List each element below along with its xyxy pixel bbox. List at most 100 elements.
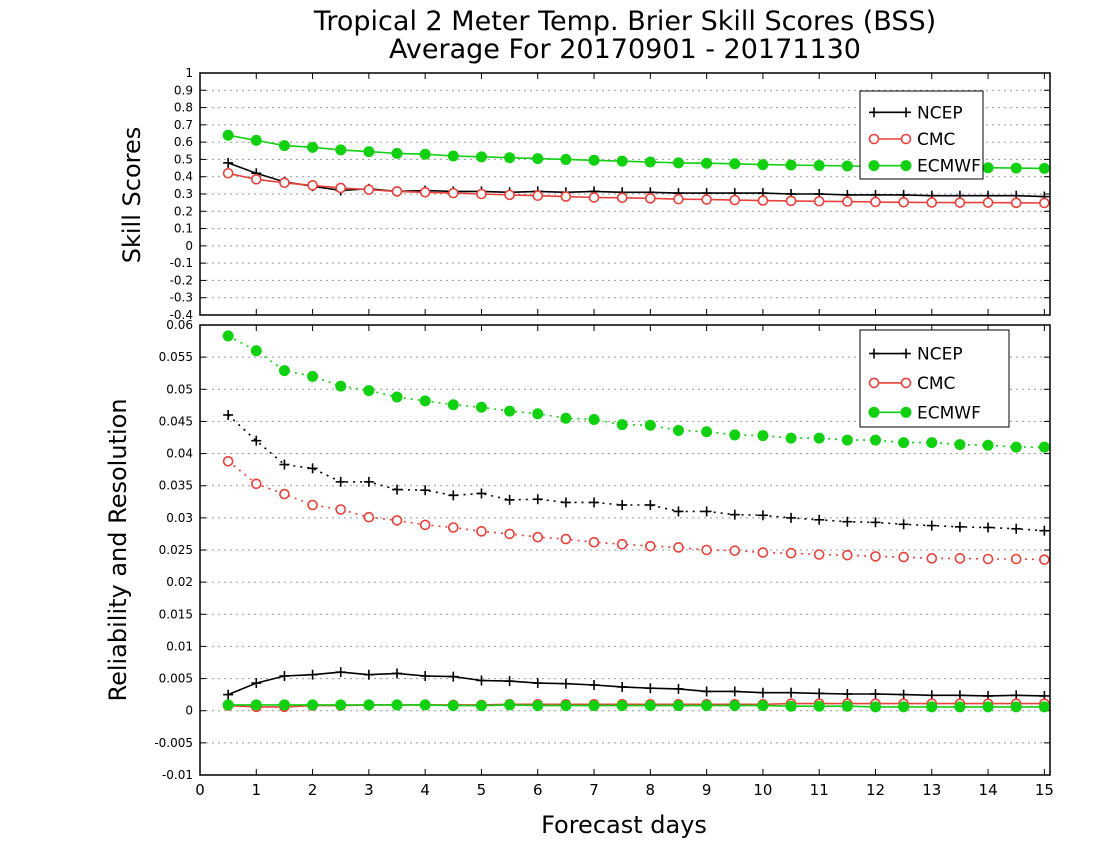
x-tick-label-15: 15 — [1035, 781, 1054, 799]
top-point-cmc-solid-20 — [785, 195, 797, 207]
chart-title-line-2: Average For 20170901 - 20171130 — [389, 34, 861, 65]
x-tick-label-12: 12 — [866, 781, 885, 799]
bottom-line-cmc-dotted — [227, 460, 1045, 561]
bottom-point-ecmwf-dotted-19 — [757, 430, 769, 442]
bottom-panel-reliability-resolution: -0.01 -0.005 0 0.005 0.01 0.015 0.02 0.025 0.03 0… — [154, 318, 1054, 799]
bottom-point-ncep-solid-20 — [786, 687, 797, 698]
top-point-cmc-solid-17 — [701, 194, 712, 205]
bottom-point-ncep-solid-1 — [251, 678, 262, 689]
bottom-point-ecmwf-solid-22 — [841, 700, 853, 712]
x-tick-label-4: 4 — [420, 781, 430, 799]
x-tick-label-3: 3 — [364, 781, 374, 799]
bottom-point-cmc-dotted-4 — [335, 504, 347, 515]
top-point-cmc-solid-12 — [560, 191, 572, 202]
top-point-ecmwf-solid-7 — [419, 148, 431, 160]
bottom-legend-box — [859, 329, 1010, 428]
bottom-point-cmc-dotted-27 — [982, 553, 994, 565]
bottom-plot-frame — [199, 324, 1051, 776]
bottom-point-ncep-solid-11 — [532, 678, 543, 689]
bottom-point-ncep-dotted-10 — [504, 494, 515, 505]
bottom-point-ecmwf-dotted-10 — [504, 405, 516, 417]
top-point-ecmwf-solid-12 — [560, 153, 572, 165]
top-point-ecmwf-solid-13 — [588, 154, 600, 166]
bottom-point-ecmwf-dotted-8 — [447, 399, 459, 411]
bottom-point-ncep-dotted-15 — [645, 500, 656, 510]
bottom-point-ncep-solid-21 — [814, 688, 825, 699]
bottom-point-ecmwf-dotted-20 — [785, 432, 797, 444]
bottom-point-ecmwf-dotted-18 — [729, 429, 741, 441]
top-legend-marker-start-ecmwf — [868, 160, 880, 172]
bottom-point-ecmwf-dotted-28 — [1010, 441, 1022, 453]
bottom-point-cmc-dotted-5 — [363, 511, 375, 523]
bottom-point-ecmwf-dotted-26 — [954, 439, 966, 451]
x-tick-label-10: 10 — [753, 781, 772, 799]
bottom-point-ncep-dotted-12 — [560, 497, 571, 508]
bottom-y-tick-label-11: 0.045 — [159, 414, 193, 428]
top-plot-frame — [199, 72, 1051, 316]
bottom-point-ncep-dotted-21 — [814, 514, 825, 525]
bottom-point-ecmwf-solid-6 — [391, 699, 403, 711]
bottom-point-ecmwf-solid-17 — [701, 700, 713, 712]
bottom-point-ecmwf-solid-0 — [222, 699, 234, 711]
top-legend-marker-end-ncep — [901, 107, 911, 118]
bottom-legend-marker-end-ecmwf — [900, 406, 912, 418]
bottom-point-cmc-dotted-23 — [870, 551, 881, 562]
bottom-point-ncep-solid-24 — [898, 689, 909, 700]
bottom-point-ecmwf-solid-13 — [588, 700, 600, 712]
top-y-tick-label-4: 0 — [185, 239, 193, 253]
bottom-point-ncep-dotted-13 — [589, 497, 600, 508]
bottom-point-ecmwf-solid-15 — [644, 700, 656, 712]
top-series-cmc-solid — [222, 167, 1050, 209]
top-point-ecmwf-solid-16 — [672, 157, 684, 169]
top-point-cmc-solid-29 — [1039, 197, 1050, 209]
bottom-point-ncep-solid-19 — [757, 687, 768, 698]
bottom-point-ncep-solid-3 — [307, 669, 318, 680]
bottom-point-ncep-dotted-1 — [251, 435, 262, 446]
top-point-cmc-solid-5 — [363, 184, 375, 195]
bottom-point-ecmwf-solid-10 — [504, 699, 516, 711]
top-point-cmc-solid-0 — [222, 167, 234, 179]
top-legend-marker-start-ncep — [869, 107, 879, 118]
top-point-ecmwf-solid-9 — [475, 151, 487, 163]
bottom-point-cmc-dotted-12 — [560, 533, 572, 545]
bottom-legend-marker-start-ncep — [869, 348, 879, 359]
bottom-point-ncep-dotted-20 — [786, 512, 797, 523]
top-point-ecmwf-solid-20 — [785, 159, 797, 171]
bottom-point-ecmwf-dotted-15 — [644, 419, 656, 431]
top-y-tick-label-3: -0.1 — [170, 256, 193, 270]
bottom-point-ecmwf-dotted-4 — [335, 380, 347, 392]
x-tick-label-1: 1 — [252, 781, 262, 799]
bottom-point-ecmwf-solid-9 — [475, 700, 487, 712]
bottom-y-tick-label-4: 0.01 — [166, 639, 193, 653]
bottom-point-ncep-solid-14 — [617, 681, 628, 692]
bottom-point-ecmwf-dotted-25 — [926, 437, 938, 449]
bottom-point-cmc-dotted-29 — [1039, 554, 1050, 565]
bottom-point-cmc-dotted-2 — [279, 488, 290, 500]
bottom-panel-y-axis-label: Reliability and Resolution — [104, 398, 132, 701]
bottom-point-ncep-solid-9 — [476, 675, 487, 686]
bottom-y-tick-label-13: 0.055 — [159, 350, 193, 364]
top-point-cmc-solid-24 — [898, 196, 909, 208]
bottom-y-tick-label-2: 0 — [185, 704, 193, 718]
top-y-tick-label-1: -0.3 — [170, 291, 193, 305]
bottom-series-ecmwf-dotted — [222, 330, 1050, 453]
top-legend-label-ncep: NCEP — [917, 103, 963, 123]
top-point-ecmwf-solid-5 — [363, 146, 375, 158]
bottom-point-ecmwf-dotted-0 — [222, 330, 234, 342]
top-point-ecmwf-solid-14 — [616, 155, 628, 167]
bottom-line-ncep-solid — [227, 671, 1045, 697]
bottom-point-ecmwf-solid-8 — [447, 700, 459, 712]
top-point-ncep-solid-0 — [223, 157, 234, 168]
bottom-point-ecmwf-solid-7 — [419, 699, 431, 711]
top-point-ecmwf-solid-19 — [757, 159, 769, 171]
x-tick-label-2: 2 — [308, 781, 318, 799]
top-point-cmc-solid-6 — [391, 186, 403, 197]
bottom-point-cmc-dotted-3 — [307, 499, 318, 511]
top-point-cmc-solid-27 — [982, 197, 994, 208]
bottom-point-cmc-dotted-28 — [1010, 553, 1022, 565]
bottom-series-ncep-solid — [223, 667, 1050, 701]
bottom-series-ecmwf-solid — [222, 699, 1050, 713]
bottom-point-ncep-dotted-5 — [363, 476, 374, 487]
bottom-point-ecmwf-dotted-5 — [363, 385, 375, 397]
